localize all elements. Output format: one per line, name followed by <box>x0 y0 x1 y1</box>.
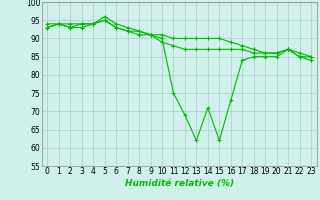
X-axis label: Humidité relative (%): Humidité relative (%) <box>124 179 234 188</box>
